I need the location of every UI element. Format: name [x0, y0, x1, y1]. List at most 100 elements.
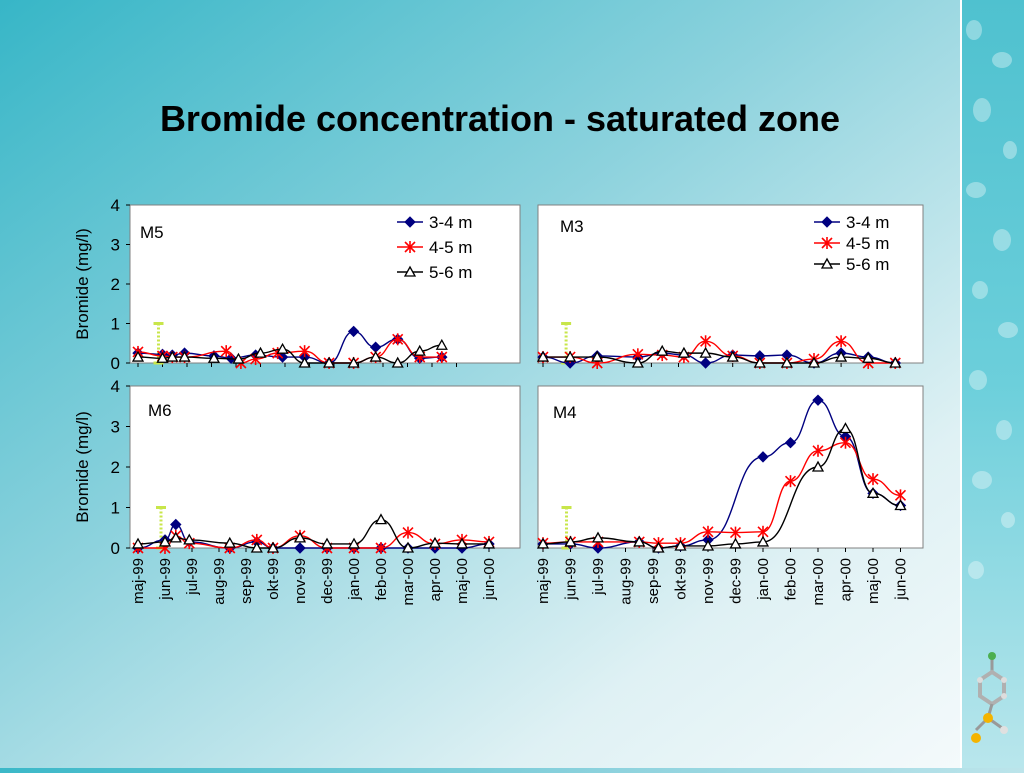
- plot-area: [129, 385, 521, 549]
- data-point: [652, 541, 665, 553]
- x-tick-label: aug-99: [211, 558, 228, 605]
- data-point: [812, 444, 824, 457]
- data-point: [347, 325, 360, 338]
- data-point: [156, 351, 169, 363]
- x-tick-label: mar-00: [400, 558, 417, 606]
- molecule-icon: [971, 652, 1008, 743]
- data-point: [299, 345, 311, 358]
- data-point: [699, 357, 712, 369]
- data-point: [320, 537, 334, 549]
- series-5-6m: [131, 338, 448, 368]
- x-tick-label: feb-00: [373, 558, 390, 601]
- data-point: [726, 350, 739, 362]
- series-5-6m: [536, 422, 907, 553]
- chart-title: M6: [148, 401, 172, 420]
- series-5-6m: [131, 513, 496, 553]
- data-point: [207, 351, 221, 363]
- data-point: [811, 460, 825, 472]
- data-point: [839, 436, 852, 449]
- data-point: [298, 356, 311, 368]
- data-point: [322, 356, 336, 368]
- data-point: [674, 539, 687, 551]
- plot-area: [129, 204, 521, 364]
- legend-marker: [821, 216, 833, 228]
- x-tick-label: maj-00: [865, 558, 882, 604]
- data-point: [784, 436, 797, 449]
- chart-title: M5: [140, 223, 164, 242]
- data-point: [131, 537, 145, 549]
- x-tick-label: jun-99: [157, 558, 174, 601]
- data-point: [702, 525, 714, 538]
- data-point: [729, 526, 742, 539]
- data-point: [699, 346, 712, 358]
- legend-entry: 4-5 m: [846, 234, 889, 253]
- y-tick-label: 2: [111, 275, 120, 294]
- injection-marker: [153, 322, 164, 365]
- data-point: [455, 537, 469, 549]
- x-tick-label: jun-99: [563, 558, 580, 601]
- data-point: [374, 513, 388, 525]
- data-point: [401, 541, 415, 553]
- data-point: [700, 335, 712, 348]
- data-point: [183, 533, 196, 545]
- x-tick-label: maj-99: [535, 558, 552, 604]
- data-point: [223, 536, 236, 548]
- x-tick-label: nov-99: [700, 558, 717, 604]
- data-point: [784, 475, 797, 488]
- data-point: [482, 537, 496, 549]
- data-point: [347, 537, 361, 549]
- x-tick-label: aug-99: [618, 558, 635, 605]
- data-point: [169, 531, 182, 543]
- legend-marker: [403, 265, 417, 277]
- data-point: [375, 542, 387, 554]
- data-point: [756, 535, 770, 547]
- data-point: [158, 535, 172, 547]
- slide-title: Bromide concentration - saturated zone: [159, 98, 841, 139]
- data-point: [564, 535, 577, 547]
- data-point: [807, 356, 821, 368]
- x-tick-label: jul-99: [184, 558, 201, 596]
- data-point: [835, 335, 847, 348]
- data-point: [166, 350, 179, 362]
- series-5-6m: [536, 344, 902, 368]
- data-point: [131, 350, 145, 362]
- x-tick-label: jan-00: [755, 558, 772, 601]
- x-tick-label: maj-99: [130, 558, 147, 604]
- legend-entry: 4-5 m: [429, 238, 472, 257]
- legend: 3-4 m 4-5 m 5-6 m: [397, 213, 472, 282]
- data-point: [435, 338, 448, 350]
- data-point: [753, 356, 766, 368]
- legend: 3-4 m 4-5 m 5-6 m: [814, 213, 889, 274]
- data-point: [428, 536, 442, 548]
- chart-panel-m4: maj-99 jun-99 jul-99 aug-99 sep-99 okt-99 nov-…: [535, 385, 924, 606]
- data-point: [178, 350, 191, 362]
- data-point: [436, 351, 448, 364]
- x-tick-label: okt-99: [673, 558, 690, 600]
- x-tick-label: jul-99: [590, 558, 607, 596]
- chart-panel-m6: 0 1 2 3 4 Bromide (mg/l) maj-99 jun-99 jul-99 aug…: [73, 377, 521, 606]
- legend-marker: [404, 216, 416, 228]
- data-point: [834, 350, 848, 362]
- data-point: [413, 344, 426, 356]
- y-axis-label: Bromide (mg/l): [73, 411, 92, 522]
- data-point: [536, 350, 550, 362]
- y-tick-label: 0: [111, 539, 120, 558]
- data-point: [780, 356, 794, 368]
- series-line: [543, 340, 896, 364]
- legend-entry: 3-4 m: [846, 213, 889, 232]
- data-point: [266, 541, 280, 553]
- data-point: [729, 537, 742, 549]
- data-point: [862, 351, 875, 363]
- data-point: [392, 333, 404, 346]
- plot-area: [537, 385, 924, 549]
- data-point: [757, 451, 769, 463]
- x-tick-label: jun-00: [481, 558, 498, 601]
- data-point: [563, 350, 577, 362]
- data-point: [591, 350, 604, 362]
- data-point: [254, 346, 267, 358]
- data-point: [591, 531, 605, 543]
- chart-title: M3: [560, 217, 584, 236]
- x-tick-label: jan-00: [346, 558, 363, 601]
- data-point: [293, 531, 307, 543]
